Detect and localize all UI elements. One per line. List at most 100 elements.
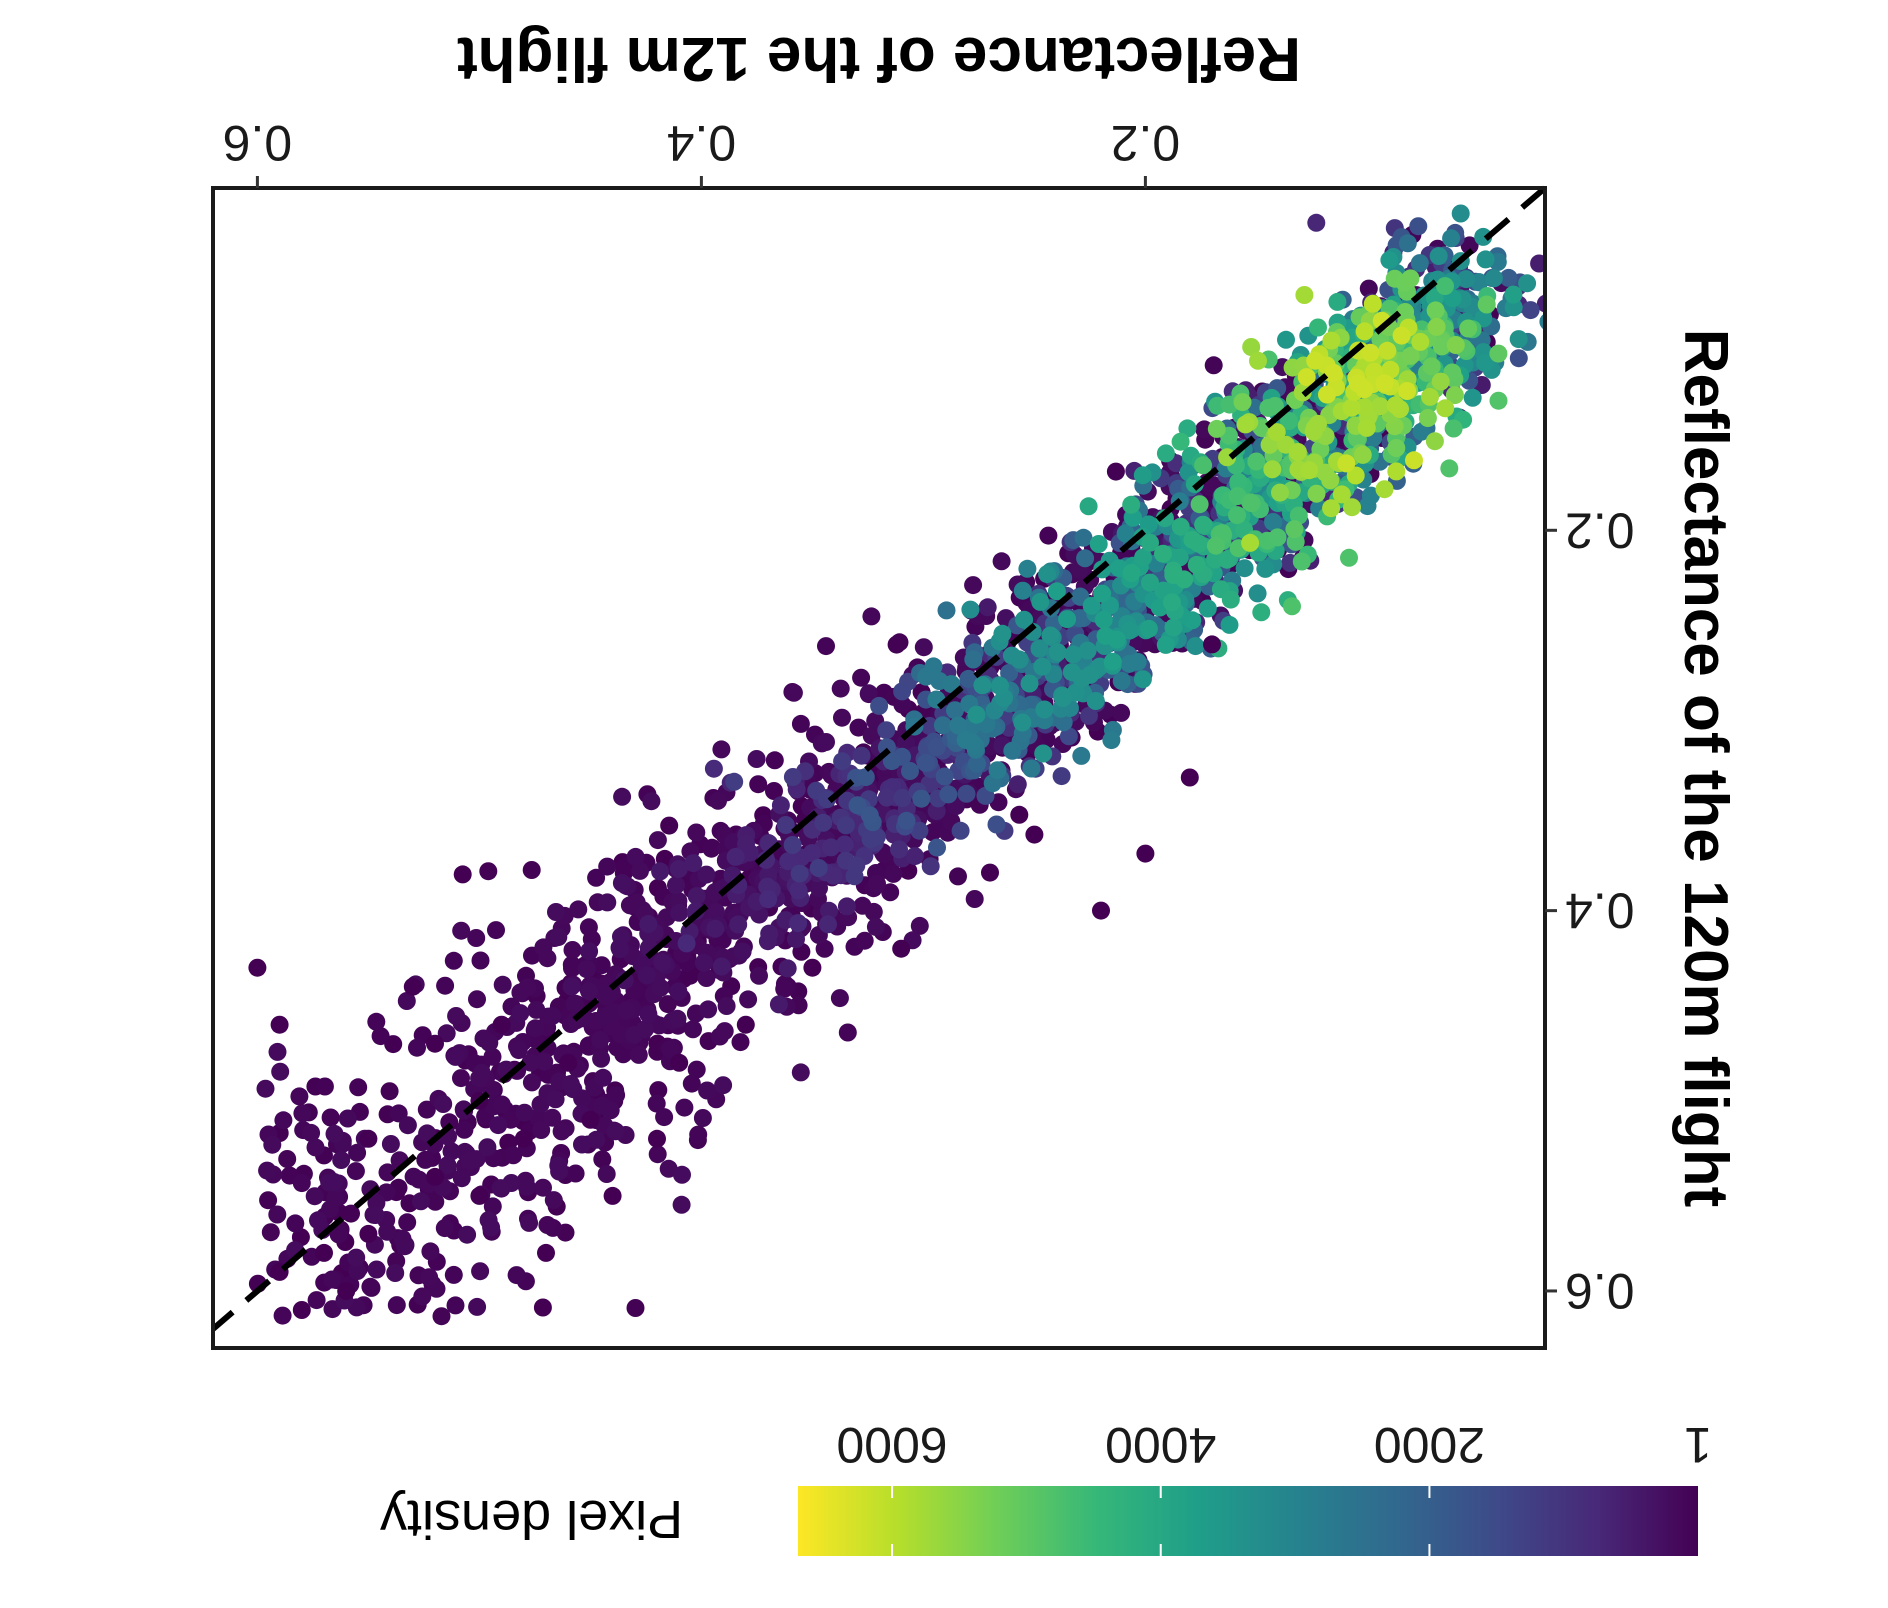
scatter-point: [667, 876, 685, 895]
scatter-point: [446, 1296, 465, 1315]
scatter-point: [699, 1000, 718, 1019]
scatter-point: [1010, 805, 1029, 824]
scatter-point: [670, 903, 689, 922]
scatter-point: [579, 918, 598, 937]
scatter-point: [1551, 250, 1569, 268]
scatter-point: [595, 1007, 614, 1026]
scatter-point: [1033, 657, 1052, 676]
scatter-point: [712, 740, 731, 759]
scatter-point: [306, 1138, 325, 1157]
scatter-point: [421, 1242, 440, 1261]
scatter-point: [1133, 466, 1152, 485]
scatter-point: [759, 890, 778, 909]
scatter-point: [611, 940, 630, 959]
scatter-point: [1432, 337, 1451, 356]
scatter-point: [1204, 356, 1223, 375]
scatter-point: [547, 903, 565, 921]
scatter-point: [852, 668, 871, 687]
y-tick-label: 0.6: [1565, 1263, 1635, 1319]
scatter-point: [928, 838, 946, 857]
x-axis-title: Reflectance of the 12m flight: [457, 24, 1301, 93]
scatter-point: [552, 1122, 571, 1141]
scatter-point: [817, 733, 835, 751]
scatter-point: [1259, 398, 1278, 417]
scatter-point: [1198, 599, 1217, 618]
scatter-point: [1425, 432, 1444, 451]
scatter-point: [739, 990, 758, 1009]
scatter-point: [509, 1041, 528, 1060]
scatter-point: [434, 1095, 453, 1113]
scatter-point: [562, 955, 581, 974]
scatter-point: [1386, 396, 1405, 415]
scatter-point: [637, 966, 656, 985]
scatter-point: [1052, 767, 1071, 786]
scatter-point: [472, 1063, 491, 1082]
x-tick-label: 0.6: [223, 115, 293, 171]
scatter-point: [837, 897, 856, 916]
scatter-point: [1436, 399, 1455, 418]
scatter-point: [836, 816, 855, 835]
scatter-point: [468, 1297, 487, 1316]
scatter-point: [881, 883, 900, 902]
scatter-point: [1509, 349, 1528, 368]
scatter-point: [675, 1098, 694, 1117]
scatter-point-outlier: [270, 1015, 289, 1034]
reference-line-1to1: [211, 185, 1547, 1332]
scatter-point: [949, 716, 968, 735]
scatter-point: [307, 1291, 326, 1310]
scatter-point: [1047, 582, 1066, 601]
scatter-point: [965, 890, 984, 908]
scatter-point: [1103, 652, 1122, 671]
scatter-point: [1015, 610, 1034, 629]
scatter-point: [349, 1078, 368, 1097]
scatter-point: [1003, 741, 1022, 760]
scatter-point: [1375, 374, 1394, 393]
scatter-point: [565, 994, 584, 1013]
scatter-point: [824, 866, 843, 885]
scatter-point: [1460, 236, 1479, 255]
colorbar-title: Pixel density: [380, 1489, 683, 1549]
scatter-point: [438, 1156, 457, 1175]
scatter-point: [660, 1040, 679, 1059]
scatter-point-outlier: [803, 958, 822, 977]
scatter-point: [1429, 247, 1448, 265]
scatter-point: [973, 676, 992, 695]
scatter-point: [1218, 550, 1236, 569]
scatter-point: [725, 772, 744, 791]
scatter-point: [853, 896, 872, 915]
scatter-point: [417, 1100, 436, 1119]
scatter-point: [1235, 559, 1254, 578]
scatter-point: [332, 1151, 351, 1169]
scatter-point: [367, 1012, 386, 1031]
scatter-point: [991, 676, 1009, 695]
scatter-point: [1171, 432, 1190, 451]
scatter-point: [697, 969, 716, 987]
scatter-point: [887, 635, 906, 654]
scatter-point: [1477, 295, 1496, 314]
scatter-point: [1363, 294, 1382, 313]
scatter-point: [859, 684, 878, 703]
scatter-point: [833, 708, 851, 727]
scatter-point: [1539, 312, 1545, 331]
scatter-point: [483, 1197, 502, 1216]
scatter-point: [818, 790, 836, 809]
scatter-point: [861, 830, 880, 849]
scatter-point: [480, 1033, 499, 1052]
scatter-point: [817, 637, 835, 656]
scatter-point: [522, 1073, 541, 1092]
scatter-point: [598, 857, 617, 876]
scatter-point: [790, 864, 809, 883]
scatter-point: [1324, 363, 1343, 382]
scatter-point: [569, 900, 588, 919]
scatter-point: [712, 957, 731, 976]
scatter-point: [778, 959, 797, 978]
scatter-point: [1187, 555, 1206, 574]
scatter-point: [1489, 391, 1508, 410]
scatter-point: [1442, 229, 1461, 248]
scatter-point: [1309, 318, 1327, 337]
scatter-point: [1509, 330, 1528, 349]
scatter-point: [978, 598, 997, 617]
scatter-point: [655, 1108, 674, 1127]
scatter-point: [1285, 520, 1304, 539]
scatter-point: [1332, 485, 1351, 504]
